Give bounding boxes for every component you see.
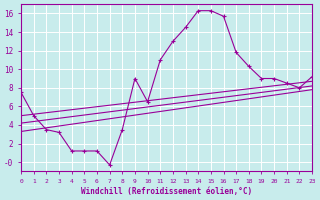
X-axis label: Windchill (Refroidissement éolien,°C): Windchill (Refroidissement éolien,°C) (81, 187, 252, 196)
